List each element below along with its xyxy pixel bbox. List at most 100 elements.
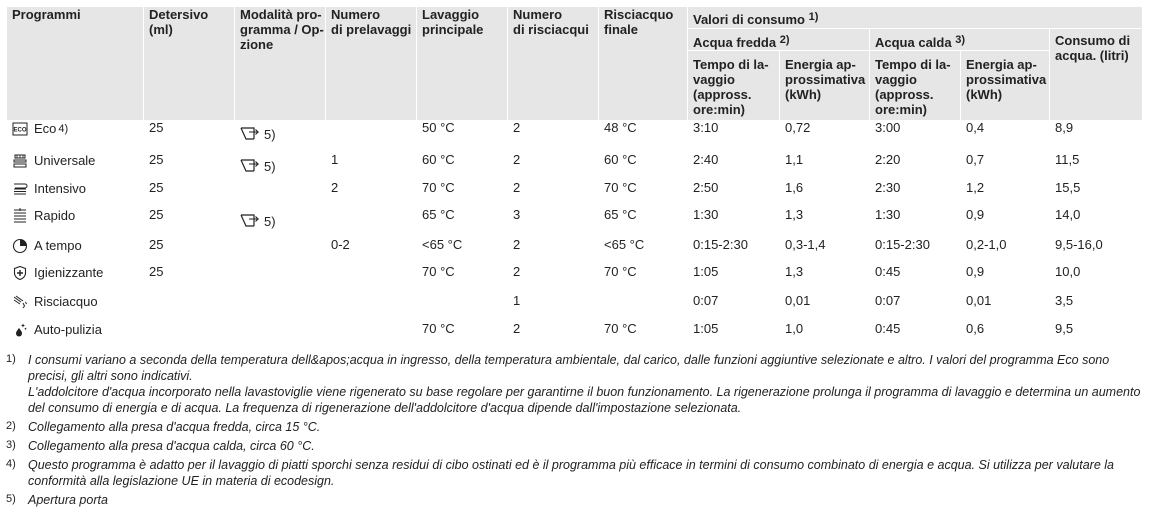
self-clean-icon [12,323,28,339]
cell-prelavaggi [325,321,417,353]
table-row: Rapido 25 5) 65 °C 3 65 °C 1:30 1,3 1:30 0,9 14,0 [6,207,1144,238]
cell-risciacquo-finale: 70 °C [598,321,688,353]
header-energia-calda: Energia ap-prossimativa (kWh) [960,50,1050,121]
cell-detersivo: 25 [143,152,235,181]
cell-risciacquo-finale: 70 °C [598,180,688,208]
cell-risciacqui: 3 [507,207,599,238]
header-acqua-fredda: Acqua fredda 2) [687,28,870,51]
cell-modalita [234,293,326,322]
header-consumo-acqua: Consumo di acqua. (litri) [1048,28,1144,121]
cell-lavaggio: 70 °C [416,321,508,353]
cell-tempo-calda: 0:45 [869,264,961,294]
footnote-text: Questo programma è adatto per il lavaggi… [28,457,1142,489]
cell-energia-calda: 0,01 [960,293,1050,322]
cell-energia-calda: 1,2 [960,180,1050,208]
footnote-item: 4) Questo programma è adatto per il lavag… [6,457,1142,489]
cell-energia-fredda: 0,3-1,4 [779,237,870,265]
cell-tempo-calda: 3:00 [869,120,961,153]
footnote-line: Apertura porta [28,493,108,507]
cell-modalita: 5) [234,120,326,153]
cell-tempo-fredda: 0:07 [687,293,780,322]
cell-lavaggio: 70 °C [416,180,508,208]
cell-detersivo [143,293,235,322]
table-row: Risciacquo 1 0:07 0,01 0:07 0,01 3,5 [6,293,1144,322]
program-name: Eco [34,121,57,136]
cell-tempo-calda: 2:30 [869,180,961,208]
table-row: Intensivo 25 2 70 °C 2 70 °C 2:50 1,6 2:30 1,2 15,… [6,180,1144,208]
footnote-line: L'addolcitore d'acqua incorporato nella … [28,385,1141,415]
cell-prelavaggi [325,293,417,322]
cell-energia-calda: 0,7 [960,152,1050,181]
footnote-number: 4) [6,458,16,470]
cell-detersivo: 25 [143,180,235,208]
header-acqua-calda: Acqua calda 3) [869,28,1050,51]
header-programmi: Programmi [6,6,144,121]
door-footnote: 5) [264,213,276,229]
cell-modalita: 5) [234,152,326,181]
footnote-number: 5) [6,493,16,505]
cell-tempo-fredda: 0:15-2:30 [687,237,780,265]
door-open-icon [240,213,260,230]
door-footnote: 5) [264,126,276,142]
programme-table: Programmi Detersivo (ml) Modalità pro-gra… [6,6,1144,353]
program-name: Auto-pulizia [34,322,102,337]
footnote-number: 1) [6,353,16,365]
cell-risciacquo-finale: 65 °C [598,207,688,238]
cell-lavaggio: 65 °C [416,207,508,238]
program-name: Rapido [34,208,76,223]
header-tempo-calda: Tempo di la-vaggio (appross. ore:min) [869,50,961,121]
cell-lavaggio: 70 °C [416,264,508,294]
cell-consumo-acqua: 14,0 [1048,207,1144,238]
cell-consumo-acqua: 8,9 [1048,120,1144,153]
footnote-item: 2) Collegamento alla presa d'acqua fredda… [6,419,1142,435]
header-valori-consumo: Valori di consumo 1) [686,6,1144,29]
cell-energia-calda: 0,9 [960,207,1050,238]
cell-modalita [234,237,326,265]
footnote-line: Collegamento alla presa d'acqua calda, c… [28,439,315,453]
footnote-text: Collegamento alla presa d'acqua calda, c… [28,438,315,454]
cell-risciacqui: 2 [507,120,599,153]
footnote-text: Apertura porta [28,492,108,508]
cell-tempo-calda: 2:20 [869,152,961,181]
header-tempo-fredda: Tempo di la-vaggio (appross. ore:min) [687,50,780,121]
cell-consumo-acqua: 3,5 [1048,293,1144,322]
cell-programma: Igienizzante [6,264,144,294]
header-risciacquo-finale: Risciacquo finale [598,6,688,121]
footnote-line: Collegamento alla presa d'acqua fredda, … [28,420,321,434]
cell-detersivo [143,321,235,353]
door-open-icon [240,126,260,143]
cell-lavaggio: 60 °C [416,152,508,181]
header-energia-fredda: Energia ap-prossimativa (kWh) [779,50,870,121]
cell-energia-calda: 0,6 [960,321,1050,353]
cell-detersivo: 25 [143,207,235,238]
cell-tempo-calda: 0:45 [869,321,961,353]
cell-lavaggio [416,293,508,322]
cell-tempo-fredda: 1:05 [687,264,780,294]
rapid-icon [12,208,28,225]
footnote-text: I consumi variano a seconda della temper… [28,352,1142,416]
hygiene-icon [12,265,28,282]
cell-modalita [234,264,326,294]
cell-risciacquo-finale: <65 °C [598,237,688,265]
cell-programma: Auto-pulizia [6,321,144,353]
cell-consumo-acqua: 11,5 [1048,152,1144,181]
cell-programma: ECO Eco 4) [6,120,144,153]
cell-energia-fredda: 1,1 [779,152,870,181]
header-lavaggio: Lavaggio principale [416,6,508,121]
svg-text:ECO: ECO [13,128,26,134]
cell-prelavaggi [325,207,417,238]
cell-energia-fredda: 1,6 [779,180,870,208]
timer-icon [12,238,28,255]
cell-energia-calda: 0,4 [960,120,1050,153]
rinse-icon [12,295,28,311]
eco-icon: ECO [12,122,28,138]
cell-risciacqui: 2 [507,152,599,181]
cell-risciacquo-finale: 60 °C [598,152,688,181]
cell-energia-fredda: 1,0 [779,321,870,353]
cell-energia-calda: 0,2-1,0 [960,237,1050,265]
table-row: Auto-pulizia 70 °C 2 70 °C 1:05 1,0 0:45 0,6 9,5 [6,321,1144,353]
cell-prelavaggi: 0-2 [325,237,417,265]
cell-risciacqui: 2 [507,237,599,265]
cell-energia-calda: 0,9 [960,264,1050,294]
cell-detersivo: 25 [143,264,235,294]
